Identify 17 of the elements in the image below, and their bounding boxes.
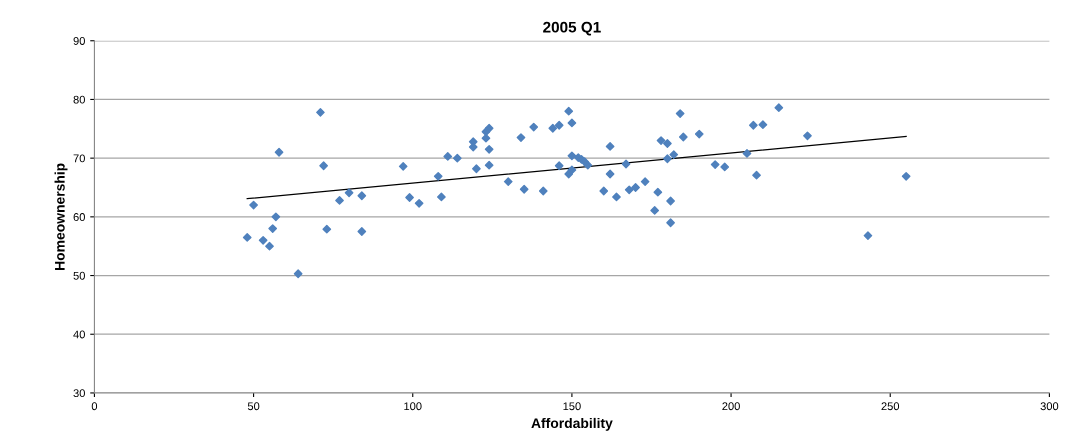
y-tick-label: 60 [73,213,85,221]
y-tick-label: 40 [73,330,85,339]
y-tick-label: 50 [73,271,85,280]
y-axis-title: Homeownership [54,163,68,270]
y-tick-label: 30 [73,389,85,398]
x-tick-label: 0 [91,402,98,411]
y-tick-label: 70 [73,154,85,163]
x-tick-label: 250 [881,402,900,411]
x-tick-label: 50 [247,402,260,411]
x-axis-title: Affordability [531,417,613,431]
chart-title: 2005 Q1 [543,21,601,36]
x-tick-label: 150 [563,402,581,411]
x-tick-label: 300 [1040,402,1059,411]
y-tick-label: 80 [73,95,85,104]
y-tick-label: 90 [73,37,85,45]
x-tick-label: 100 [404,402,422,411]
x-tick-label: 200 [722,402,740,411]
